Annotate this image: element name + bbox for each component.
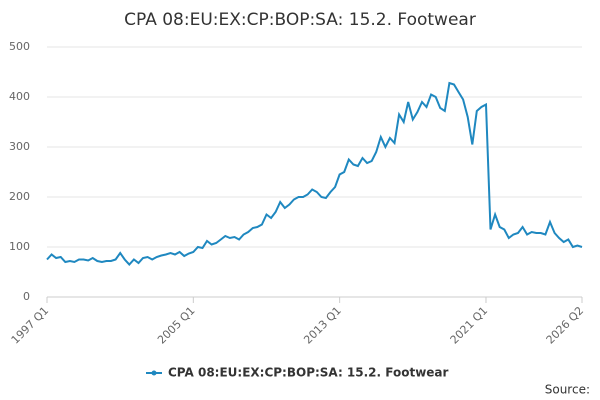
y-tick-label: 100: [9, 240, 30, 253]
x-tick-label: 1997 Q1: [9, 304, 52, 347]
legend-label: CPA 08:EU:EX:CP:BOP:SA: 15.2. Footwear: [168, 366, 449, 380]
y-tick-label: 400: [9, 90, 30, 103]
x-tick-label: 2026 Q2: [544, 304, 587, 347]
source: Source:: [545, 383, 590, 397]
x-tick-label: 2021 Q1: [448, 304, 491, 347]
y-tick-label: 200: [9, 190, 30, 203]
chart-title: CPA 08:EU:EX:CP:BOP:SA: 15.2. Footwear: [124, 10, 476, 30]
x-tick-label: 2005 Q1: [155, 304, 198, 347]
y-tick-label: 500: [9, 40, 30, 53]
y-tick-label: 0: [23, 290, 30, 303]
legend-marker: [151, 370, 157, 376]
x-tick-label: 2013 Q1: [301, 304, 344, 347]
y-tick-label: 300: [9, 140, 30, 153]
series-line: [46, 81, 583, 266]
